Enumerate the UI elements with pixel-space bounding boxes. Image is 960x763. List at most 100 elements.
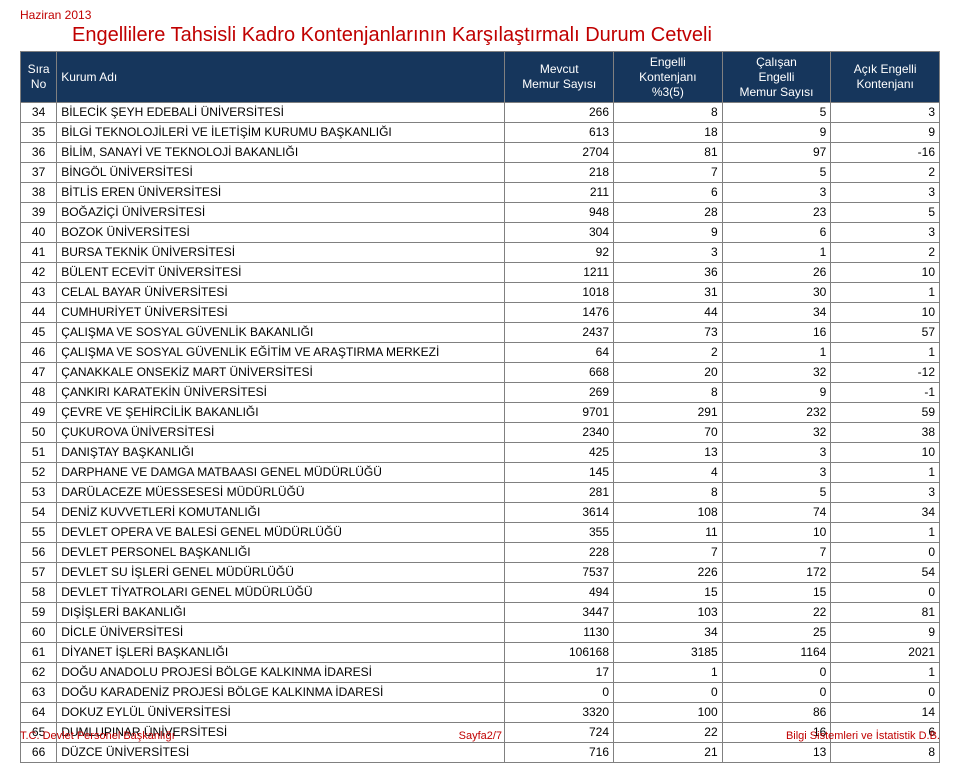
cell-kontenjan: 6 bbox=[614, 183, 723, 203]
cell-mevcut: 1476 bbox=[505, 303, 614, 323]
cell-calisan: 9 bbox=[722, 123, 831, 143]
cell-calisan: 32 bbox=[722, 423, 831, 443]
cell-calisan: 6 bbox=[722, 223, 831, 243]
table-row: 58DEVLET TİYATROLARI GENEL MÜDÜRLÜĞÜ4941… bbox=[21, 583, 940, 603]
table-row: 38BİTLİS EREN ÜNİVERSİTESİ211633 bbox=[21, 183, 940, 203]
cell-kontenjan: 7 bbox=[614, 163, 723, 183]
page-root: { "date_label": "Haziran 2013", "page_ti… bbox=[0, 0, 960, 748]
table-row: 39BOĞAZİÇİ ÜNİVERSİTESİ94828235 bbox=[21, 203, 940, 223]
cell-sira: 34 bbox=[21, 103, 57, 123]
cell-calisan: 16 bbox=[722, 323, 831, 343]
page-title: Engellilere Tahsisli Kadro Kontenjanları… bbox=[72, 24, 940, 47]
cell-mevcut: 716 bbox=[505, 743, 614, 763]
cell-kurum: DEVLET SU İŞLERİ GENEL MÜDÜRLÜĞÜ bbox=[57, 563, 505, 583]
cell-mevcut: 9701 bbox=[505, 403, 614, 423]
cell-calisan: 3 bbox=[722, 443, 831, 463]
table-row: 60DİCLE ÜNİVERSİTESİ113034259 bbox=[21, 623, 940, 643]
cell-sira: 52 bbox=[21, 463, 57, 483]
col-calisan: ÇalışanEngelliMemur Sayısı bbox=[722, 52, 831, 103]
cell-sira: 45 bbox=[21, 323, 57, 343]
cell-acik: 1 bbox=[831, 343, 940, 363]
cell-sira: 61 bbox=[21, 643, 57, 663]
cell-sira: 60 bbox=[21, 623, 57, 643]
cell-calisan: 1 bbox=[722, 243, 831, 263]
table-row: 49ÇEVRE VE ŞEHİRCİLİK BAKANLIĞI970129123… bbox=[21, 403, 940, 423]
cell-acik: 34 bbox=[831, 503, 940, 523]
cell-mevcut: 3614 bbox=[505, 503, 614, 523]
cell-acik: 3 bbox=[831, 183, 940, 203]
cell-sira: 46 bbox=[21, 343, 57, 363]
cell-acik: 10 bbox=[831, 443, 940, 463]
cell-sira: 38 bbox=[21, 183, 57, 203]
cell-acik: 0 bbox=[831, 543, 940, 563]
cell-mevcut: 7537 bbox=[505, 563, 614, 583]
data-table: SıraNo Kurum Adı MevcutMemur Sayısı Enge… bbox=[20, 51, 940, 763]
cell-kurum: BURSA TEKNİK ÜNİVERSİTESİ bbox=[57, 243, 505, 263]
cell-mevcut: 269 bbox=[505, 383, 614, 403]
cell-sira: 50 bbox=[21, 423, 57, 443]
cell-kurum: BİTLİS EREN ÜNİVERSİTESİ bbox=[57, 183, 505, 203]
cell-mevcut: 494 bbox=[505, 583, 614, 603]
cell-sira: 53 bbox=[21, 483, 57, 503]
cell-acik: 2 bbox=[831, 163, 940, 183]
cell-acik: -1 bbox=[831, 383, 940, 403]
cell-mevcut: 92 bbox=[505, 243, 614, 263]
cell-calisan: 1164 bbox=[722, 643, 831, 663]
cell-kontenjan: 291 bbox=[614, 403, 723, 423]
cell-kurum: DEVLET OPERA VE BALESİ GENEL MÜDÜRLÜĞÜ bbox=[57, 523, 505, 543]
table-row: 52DARPHANE VE DAMGA MATBAASI GENEL MÜDÜR… bbox=[21, 463, 940, 483]
cell-mevcut: 145 bbox=[505, 463, 614, 483]
cell-kontenjan: 31 bbox=[614, 283, 723, 303]
cell-calisan: 23 bbox=[722, 203, 831, 223]
table-row: 45ÇALIŞMA VE SOSYAL GÜVENLİK BAKANLIĞI24… bbox=[21, 323, 940, 343]
cell-kontenjan: 1 bbox=[614, 663, 723, 683]
table-row: 61DİYANET İŞLERİ BAŞKANLIĞI1061683185116… bbox=[21, 643, 940, 663]
cell-kurum: ÇANKIRI KARATEKİN ÜNİVERSİTESİ bbox=[57, 383, 505, 403]
cell-sira: 56 bbox=[21, 543, 57, 563]
cell-kontenjan: 28 bbox=[614, 203, 723, 223]
cell-kontenjan: 8 bbox=[614, 103, 723, 123]
cell-sira: 66 bbox=[21, 743, 57, 763]
cell-kurum: DARPHANE VE DAMGA MATBAASI GENEL MÜDÜRLÜ… bbox=[57, 463, 505, 483]
cell-kontenjan: 9 bbox=[614, 223, 723, 243]
cell-calisan: 25 bbox=[722, 623, 831, 643]
cell-kontenjan: 103 bbox=[614, 603, 723, 623]
cell-mevcut: 2704 bbox=[505, 143, 614, 163]
cell-kurum: DENİZ KUVVETLERİ KOMUTANLIĞI bbox=[57, 503, 505, 523]
cell-mevcut: 3447 bbox=[505, 603, 614, 623]
cell-mevcut: 425 bbox=[505, 443, 614, 463]
cell-calisan: 32 bbox=[722, 363, 831, 383]
cell-mevcut: 218 bbox=[505, 163, 614, 183]
cell-kontenjan: 21 bbox=[614, 743, 723, 763]
footer-right: Bilgi Sistemleri ve İstatistik D.B. bbox=[786, 730, 940, 742]
table-row: 64DOKUZ EYLÜL ÜNİVERSİTESİ33201008614 bbox=[21, 703, 940, 723]
cell-mevcut: 1211 bbox=[505, 263, 614, 283]
cell-calisan: 22 bbox=[722, 603, 831, 623]
cell-acik: -12 bbox=[831, 363, 940, 383]
cell-acik: 1 bbox=[831, 463, 940, 483]
cell-calisan: 86 bbox=[722, 703, 831, 723]
cell-sira: 42 bbox=[21, 263, 57, 283]
cell-mevcut: 304 bbox=[505, 223, 614, 243]
table-row: 57DEVLET SU İŞLERİ GENEL MÜDÜRLÜĞÜ753722… bbox=[21, 563, 940, 583]
table-row: 53DARÜLACEZE MÜESSESESİ MÜDÜRLÜĞÜ281853 bbox=[21, 483, 940, 503]
col-acik: Açık EngelliKontenjanı bbox=[831, 52, 940, 103]
table-row: 42BÜLENT ECEVİT ÜNİVERSİTESİ1211362610 bbox=[21, 263, 940, 283]
cell-calisan: 13 bbox=[722, 743, 831, 763]
cell-sira: 64 bbox=[21, 703, 57, 723]
cell-kurum: BİLİM, SANAYİ VE TEKNOLOJİ BAKANLIĞI bbox=[57, 143, 505, 163]
cell-acik: 59 bbox=[831, 403, 940, 423]
cell-kontenjan: 226 bbox=[614, 563, 723, 583]
cell-kontenjan: 81 bbox=[614, 143, 723, 163]
cell-kontenjan: 73 bbox=[614, 323, 723, 343]
table-row: 35BİLGİ TEKNOLOJİLERİ VE İLETİŞİM KURUMU… bbox=[21, 123, 940, 143]
cell-kurum: CELAL BAYAR ÜNİVERSİTESİ bbox=[57, 283, 505, 303]
cell-kurum: DOĞU KARADENİZ PROJESİ BÖLGE KALKINMA İD… bbox=[57, 683, 505, 703]
cell-mevcut: 668 bbox=[505, 363, 614, 383]
cell-kontenjan: 7 bbox=[614, 543, 723, 563]
table-row: 56DEVLET PERSONEL BAŞKANLIĞI228770 bbox=[21, 543, 940, 563]
cell-sira: 59 bbox=[21, 603, 57, 623]
cell-kontenjan: 0 bbox=[614, 683, 723, 703]
table-header: SıraNo Kurum Adı MevcutMemur Sayısı Enge… bbox=[21, 52, 940, 103]
cell-acik: 3 bbox=[831, 483, 940, 503]
